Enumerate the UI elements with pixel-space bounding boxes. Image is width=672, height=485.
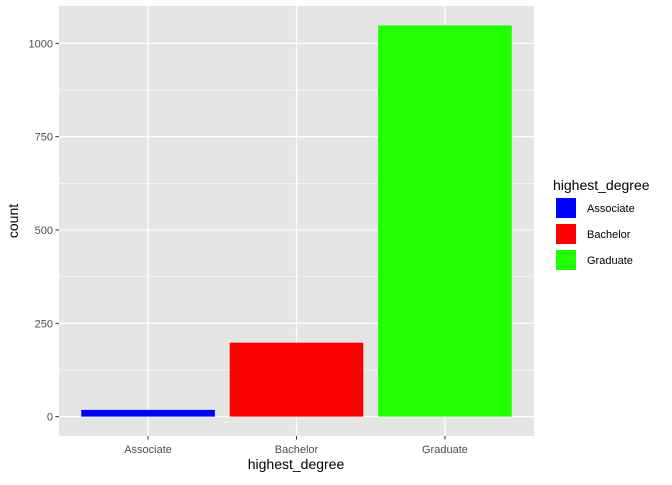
y-tick-label: 250 [35, 318, 53, 330]
y-tick-label: 0 [47, 412, 53, 424]
bars [81, 25, 512, 417]
legend-label: Bachelor [587, 229, 631, 241]
x-tick-label: Bachelor [275, 444, 319, 456]
y-axis-title: count [5, 204, 21, 238]
y-axis: 0 250 500 750 1000 [29, 38, 59, 424]
legend-label: Graduate [587, 255, 633, 267]
legend-key-graduate [556, 250, 576, 270]
legend-title: highest_degree [553, 177, 650, 193]
y-tick-label: 750 [35, 132, 53, 144]
x-axis: Associate Bachelor Graduate [124, 436, 468, 456]
legend: highest_degree Associate Bachelor Graduate [553, 177, 650, 270]
bar-bachelor [229, 342, 364, 417]
legend-label: Associate [587, 203, 635, 215]
legend-key-bachelor [556, 224, 576, 244]
bar-associate [81, 409, 215, 417]
x-axis-title: highest_degree [248, 456, 345, 472]
x-tick-label: Associate [124, 444, 172, 456]
y-tick-label: 1000 [29, 38, 53, 50]
x-tick-label: Graduate [422, 444, 468, 456]
legend-key-associate [556, 198, 576, 218]
y-tick-label: 500 [35, 225, 53, 237]
bar-graduate [378, 25, 512, 417]
